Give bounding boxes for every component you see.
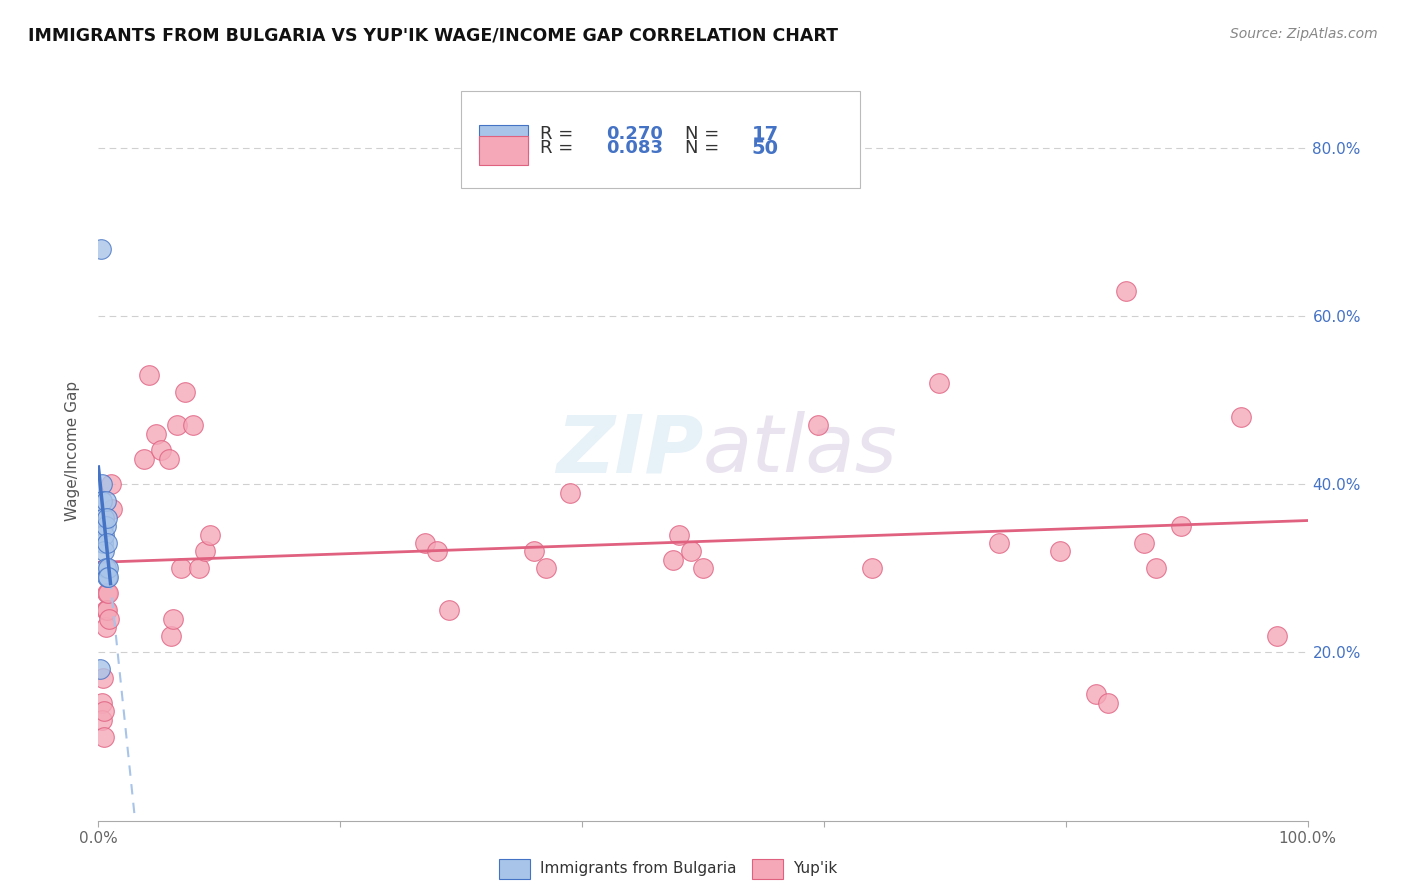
Text: IMMIGRANTS FROM BULGARIA VS YUP'IK WAGE/INCOME GAP CORRELATION CHART: IMMIGRANTS FROM BULGARIA VS YUP'IK WAGE/… (28, 27, 838, 45)
Point (160, 628, 183, 642)
Point (100, 477, 122, 491)
Point (96, 603, 118, 617)
Text: atlas: atlas (703, 411, 898, 490)
Point (437, 603, 460, 617)
Point (928, 376, 950, 391)
Point (558, 485, 581, 500)
Point (96, 586, 118, 600)
Point (523, 544, 546, 558)
Point (426, 544, 449, 558)
Text: 0.270: 0.270 (606, 126, 664, 144)
Point (1085, 688, 1108, 702)
Point (134, 451, 156, 466)
Point (96, 569, 118, 583)
Point (93, 544, 115, 558)
Point (145, 426, 167, 441)
Point (93, 510, 115, 524)
Point (90, 242, 112, 256)
Point (1146, 561, 1168, 575)
Point (97, 569, 120, 583)
Text: R =: R = (540, 126, 579, 144)
Text: Yup'ik: Yup'ik (793, 862, 837, 876)
Point (1115, 284, 1137, 298)
Point (96, 536, 118, 550)
Point (1170, 519, 1192, 533)
Point (91, 477, 114, 491)
Text: Immigrants from Bulgaria: Immigrants from Bulgaria (540, 862, 737, 876)
FancyBboxPatch shape (479, 125, 527, 154)
Point (807, 418, 830, 433)
Text: 0.083: 0.083 (606, 139, 664, 157)
Point (97, 586, 120, 600)
Text: 50: 50 (751, 139, 779, 158)
FancyBboxPatch shape (479, 136, 527, 165)
Point (91, 671, 114, 685)
Point (97, 561, 120, 575)
Point (162, 612, 184, 626)
Point (94, 561, 117, 575)
Point (1267, 628, 1289, 642)
Point (91, 494, 114, 508)
Text: 17: 17 (751, 125, 779, 144)
Point (91, 519, 114, 533)
Text: N =: N = (685, 126, 725, 144)
Point (1230, 409, 1253, 424)
Text: R =: R = (540, 139, 579, 157)
Point (93, 704, 115, 718)
Point (96, 510, 118, 524)
Point (94, 494, 117, 508)
Point (194, 544, 217, 558)
Point (181, 418, 204, 433)
Point (93, 527, 115, 541)
Text: Source: ZipAtlas.com: Source: ZipAtlas.com (1230, 27, 1378, 41)
Point (98, 612, 121, 626)
Point (94, 519, 117, 533)
Point (1133, 536, 1156, 550)
Point (988, 536, 1011, 550)
Point (91, 536, 114, 550)
Point (150, 443, 173, 458)
Point (413, 536, 436, 550)
Point (668, 527, 690, 541)
Point (91, 713, 114, 727)
Point (89, 662, 111, 676)
Point (187, 561, 209, 575)
Point (1097, 696, 1119, 710)
Point (157, 451, 180, 466)
Point (692, 561, 714, 575)
Point (1049, 544, 1071, 558)
Point (100, 502, 122, 516)
Point (860, 561, 883, 575)
Y-axis label: Wage/Income Gap: Wage/Income Gap (65, 380, 80, 521)
Point (679, 544, 702, 558)
Point (93, 730, 115, 744)
Text: N =: N = (685, 139, 725, 157)
Point (94, 620, 117, 634)
Point (534, 561, 557, 575)
Point (166, 418, 188, 433)
Point (174, 384, 197, 399)
Text: ZIP: ZIP (555, 411, 703, 490)
Point (661, 553, 683, 567)
Point (91, 696, 114, 710)
FancyBboxPatch shape (461, 91, 860, 187)
Point (138, 368, 160, 382)
Point (169, 561, 191, 575)
Point (198, 527, 221, 541)
Point (94, 603, 117, 617)
